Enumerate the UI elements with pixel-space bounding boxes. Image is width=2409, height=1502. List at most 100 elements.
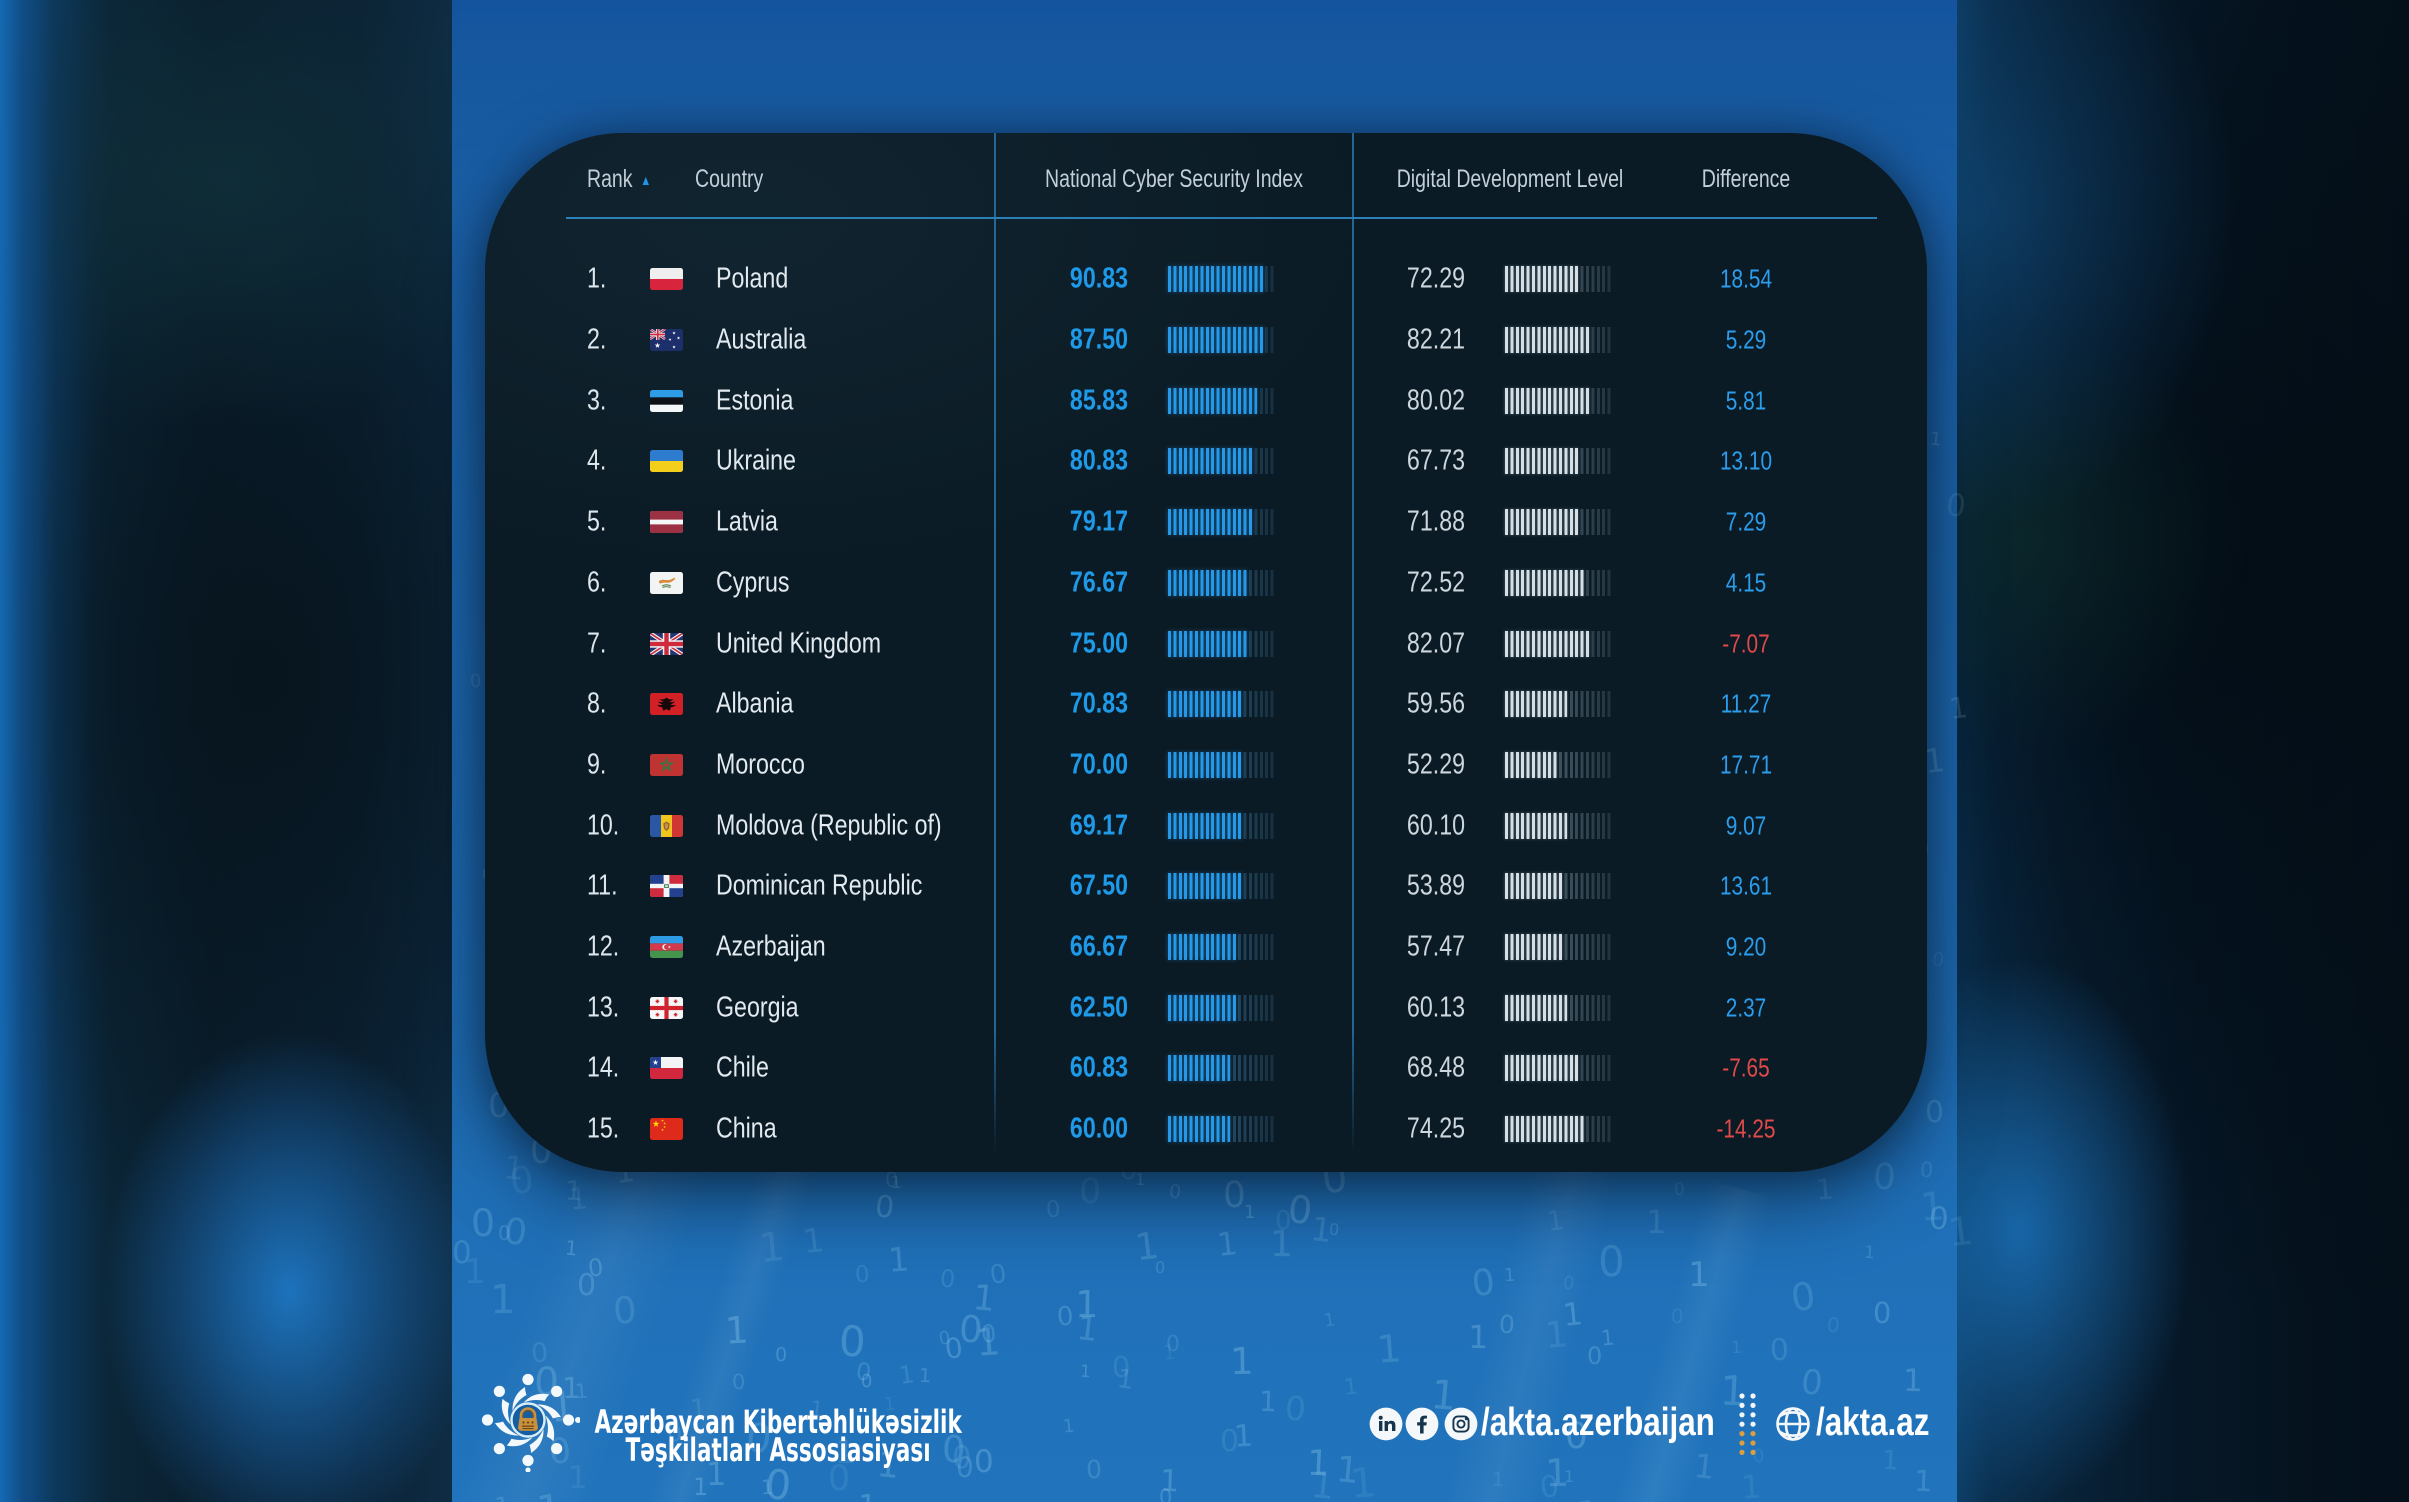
bar-fill	[1168, 751, 1242, 778]
ncsi-value: 85.83	[1069, 384, 1128, 417]
rank-cell: 2.	[587, 323, 607, 356]
ddl-value: 71.88	[1406, 505, 1465, 538]
instagram-icon[interactable]	[1444, 1407, 1478, 1441]
table-row[interactable]: 12. Azerbaijan 66.67 57.47 9.20	[485, 917, 1927, 978]
table-row[interactable]: 5. Latvia 79.17 71.88 7.29	[485, 492, 1927, 553]
ncsi-bar	[1168, 1055, 1274, 1082]
binary-digit: 1	[897, 1360, 916, 1390]
binary-digit: 0	[1872, 1295, 1892, 1331]
ddl-bar	[1505, 1055, 1611, 1082]
social-handle[interactable]: /akta.azerbaijan	[1481, 1401, 1715, 1445]
flag-estonia-icon	[650, 389, 683, 412]
ncsi-bar	[1168, 387, 1274, 414]
binary-digit: 0	[860, 1370, 873, 1393]
binary-digit: 0	[1825, 1312, 1842, 1338]
ddl-value: 82.21	[1406, 323, 1465, 356]
rank-cell: 9.	[587, 748, 607, 781]
ncsi-value: 90.83	[1069, 262, 1128, 295]
bar-fill	[1168, 691, 1242, 718]
table-header-row: Rank ▲ Country National Cyber Security In…	[485, 133, 1927, 217]
country-cell: Latvia	[716, 505, 778, 538]
country-cell: Moldova (Republic of)	[716, 809, 942, 842]
ddl-value: 52.29	[1406, 748, 1465, 781]
table-body: 1. Poland 90.83 72.29 18.54 2. Australia 87.50…	[485, 249, 1927, 1160]
table-row[interactable]: 6. Cyprus 76.67 72.52 4.15	[485, 553, 1927, 614]
binary-digit: 1	[1079, 1361, 1092, 1383]
bar-fill	[1168, 994, 1236, 1021]
table-row[interactable]: 4. Ukraine 80.83 67.73 13.10	[485, 431, 1927, 492]
difference-value: 4.15	[1725, 567, 1767, 598]
table-row[interactable]: 9. Morocco 70.00 52.29 17.71	[485, 735, 1927, 796]
header-country[interactable]: Country	[695, 165, 764, 193]
binary-digit: 1	[1814, 1172, 1835, 1207]
linkedin-icon[interactable]	[1369, 1407, 1403, 1441]
binary-digit: 0	[988, 1259, 1009, 1291]
table-row[interactable]: 13. Georgia 62.50 60.13 2.37	[485, 977, 1927, 1038]
binary-digit: 0	[1788, 1273, 1818, 1321]
header-rank[interactable]: Rank ▲	[587, 165, 652, 193]
table-row[interactable]: 8. Albania 70.83 59.56 11.27	[485, 674, 1927, 735]
flag-united-kingdom-icon	[650, 632, 683, 655]
bar-fill	[1168, 934, 1236, 961]
table-row[interactable]: 7. United Kingdom 75.00 82.07 -7.07	[485, 613, 1927, 674]
binary-digit: 1	[1215, 1224, 1240, 1264]
ncsi-bar	[1168, 751, 1274, 778]
binary-digit: 0	[470, 1200, 496, 1246]
binary-digit: 1	[1863, 1242, 1876, 1264]
ddl-bar	[1505, 569, 1611, 596]
ddl-bar	[1505, 266, 1611, 293]
ncsi-bar	[1168, 509, 1274, 536]
table-row[interactable]: 1. Poland 90.83 72.29 18.54	[485, 249, 1927, 310]
binary-digit: 0	[938, 1264, 957, 1294]
binary-digit: 0	[1673, 1179, 1685, 1201]
ddl-value: 53.89	[1406, 869, 1465, 902]
ncsi-value: 70.00	[1069, 748, 1128, 781]
binary-digit: 1	[1322, 1309, 1337, 1332]
ddl-bar	[1505, 873, 1611, 900]
table-row[interactable]: 2. Australia 87.50 82.21 5.29	[485, 310, 1927, 371]
sort-ascending-icon: ▲	[640, 172, 652, 188]
table-row[interactable]: 10. Moldova (Republic of) 69.17 60.10 9.07	[485, 795, 1927, 856]
table-row[interactable]: 14. Chile 60.83 68.48 -7.65	[485, 1038, 1927, 1099]
binary-digit: 0	[507, 1157, 537, 1204]
ddl-bar	[1505, 630, 1611, 657]
ranking-table-card: Rank ▲ Country National Cyber Security In…	[485, 133, 1927, 1172]
bar-fill	[1168, 873, 1242, 900]
bar-fill	[1505, 1116, 1584, 1143]
flag-poland-icon	[650, 268, 683, 291]
ncsi-bar	[1168, 812, 1274, 839]
binary-digit: 0	[1165, 1331, 1181, 1358]
binary-digit: 1	[800, 1219, 827, 1262]
ddl-value: 80.02	[1406, 384, 1465, 417]
ncsi-bar	[1168, 994, 1274, 1021]
facebook-icon[interactable]	[1405, 1407, 1439, 1441]
ncsi-value: 69.17	[1069, 809, 1128, 842]
bar-fill	[1505, 266, 1579, 293]
table-row[interactable]: 3. Estonia 85.83 80.02 5.81	[485, 370, 1927, 431]
binary-digit: 1	[886, 1239, 911, 1280]
ncsi-value: 66.67	[1069, 930, 1128, 963]
header-ncsi[interactable]: National Cyber Security Index	[1045, 165, 1303, 193]
binary-digit: 1	[1945, 1208, 1976, 1257]
binary-digit: 0	[1470, 1262, 1497, 1305]
country-cell: Australia	[716, 323, 807, 356]
ddl-bar	[1505, 812, 1611, 839]
ddl-value: 59.56	[1406, 687, 1465, 720]
table-row[interactable]: 11. Dominican Republic 67.50 53.89 13.61	[485, 856, 1927, 917]
table-row[interactable]: 15. China 60.00 74.25 -14.25	[485, 1099, 1927, 1160]
website-link[interactable]: /akta.az	[1816, 1401, 1930, 1445]
bar-fill	[1505, 873, 1562, 900]
bar-fill	[1505, 630, 1589, 657]
binary-digit: 1	[1229, 1339, 1254, 1384]
difference-value: 9.20	[1725, 931, 1767, 962]
header-difference[interactable]: Difference	[1701, 165, 1791, 193]
difference-value: 18.54	[1719, 263, 1773, 294]
binary-digit: 1	[1739, 1467, 1763, 1502]
binary-digit: 0	[854, 1261, 871, 1289]
binary-digit: 1	[1309, 1462, 1337, 1502]
binary-digit: 1	[1645, 1202, 1667, 1242]
rank-cell: 11.	[587, 869, 618, 902]
binary-digit: 0	[1328, 1219, 1341, 1240]
ddl-bar	[1505, 387, 1611, 414]
header-ddl[interactable]: Digital Development Level	[1396, 165, 1624, 193]
